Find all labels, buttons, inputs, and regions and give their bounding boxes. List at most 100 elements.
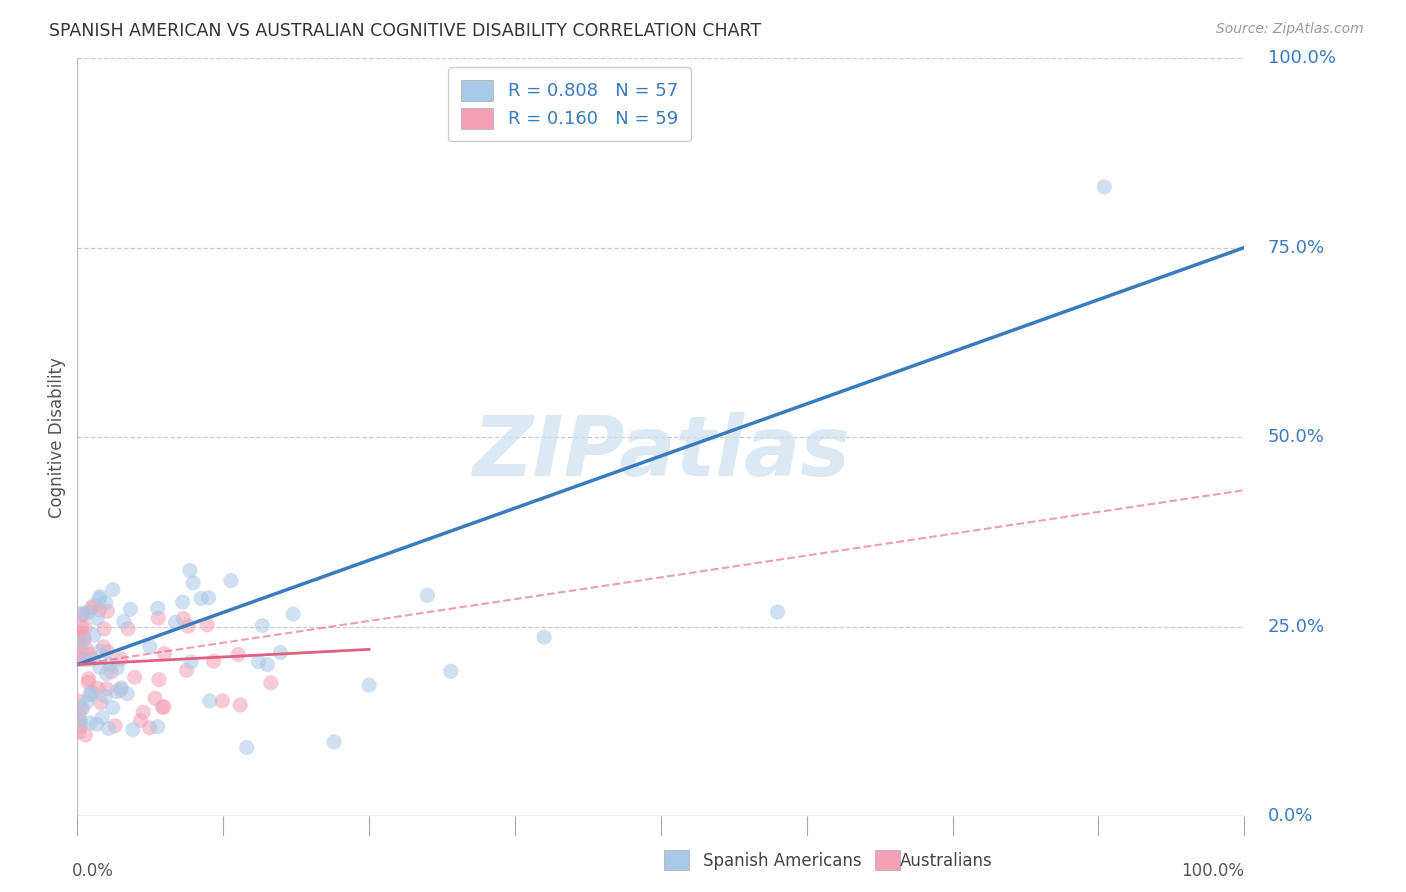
Point	[115, 687, 138, 701]
Point	[202, 654, 225, 668]
Point	[70, 606, 93, 620]
Point	[97, 722, 120, 736]
Point	[69, 714, 91, 728]
Point	[72, 701, 94, 715]
Point	[93, 622, 115, 636]
Point	[105, 661, 128, 675]
Point	[79, 648, 101, 662]
Point	[96, 645, 118, 659]
Point	[177, 619, 200, 633]
Legend: R = 0.808   N = 57, R = 0.160   N = 59: R = 0.808 N = 57, R = 0.160 N = 59	[449, 67, 690, 141]
Point	[117, 622, 139, 636]
Point	[236, 740, 259, 755]
Point	[176, 663, 198, 677]
Point	[105, 684, 128, 698]
Point	[112, 615, 135, 629]
Point	[146, 601, 169, 615]
Point	[70, 644, 93, 658]
Point	[260, 676, 283, 690]
Point	[73, 607, 96, 622]
Point	[75, 641, 97, 656]
Point	[94, 690, 117, 704]
Text: ZIPatlas: ZIPatlas	[472, 412, 849, 492]
Point	[323, 735, 346, 749]
Point	[93, 640, 115, 654]
Point	[121, 723, 143, 737]
Point	[70, 652, 93, 666]
Point	[226, 648, 249, 662]
Point	[148, 611, 170, 625]
Point	[211, 694, 233, 708]
Point	[229, 698, 252, 712]
Bar	[664, 850, 689, 870]
Point	[172, 611, 194, 625]
Point	[110, 681, 132, 695]
Point	[219, 574, 242, 588]
Point	[197, 591, 219, 605]
Point	[132, 705, 155, 719]
Point	[69, 719, 91, 733]
Point	[180, 655, 202, 669]
Point	[89, 590, 111, 604]
Point	[80, 600, 103, 615]
Text: 0.0%: 0.0%	[72, 862, 114, 880]
Point	[104, 719, 127, 733]
Point	[766, 605, 789, 619]
Point	[96, 604, 118, 618]
Point	[73, 632, 96, 646]
Text: Spanish Americans: Spanish Americans	[703, 852, 862, 870]
Point	[190, 591, 212, 606]
Point	[172, 595, 194, 609]
Point	[72, 630, 94, 644]
Point	[77, 672, 100, 686]
Text: Source: ZipAtlas.com: Source: ZipAtlas.com	[1216, 22, 1364, 37]
Point	[79, 688, 101, 702]
Text: 75.0%: 75.0%	[1268, 238, 1324, 257]
Point	[86, 717, 108, 731]
Point	[86, 611, 108, 625]
Point	[83, 599, 105, 613]
Text: 25.0%: 25.0%	[1268, 617, 1324, 636]
Point	[179, 563, 201, 577]
Point	[110, 682, 132, 697]
Point	[139, 640, 162, 654]
Point	[198, 694, 221, 708]
Point	[195, 617, 218, 632]
Point	[153, 699, 176, 714]
Point	[75, 653, 97, 667]
Point	[89, 603, 111, 617]
Point	[67, 725, 90, 739]
Point	[82, 652, 104, 666]
Point	[70, 607, 93, 622]
Point	[77, 605, 100, 619]
Point	[70, 700, 93, 714]
Point	[181, 575, 204, 590]
Point	[129, 714, 152, 728]
Y-axis label: Cognitive Disability: Cognitive Disability	[48, 357, 66, 517]
Point	[96, 666, 118, 681]
Text: SPANISH AMERICAN VS AUSTRALIAN COGNITIVE DISABILITY CORRELATION CHART: SPANISH AMERICAN VS AUSTRALIAN COGNITIVE…	[49, 22, 761, 40]
Point	[143, 691, 166, 706]
Point	[86, 681, 108, 695]
Point	[100, 665, 122, 679]
Point	[1092, 179, 1115, 194]
Point	[148, 673, 170, 687]
Point	[89, 660, 111, 674]
Text: 100.0%: 100.0%	[1181, 862, 1244, 880]
Point	[79, 715, 101, 730]
Point	[80, 685, 103, 699]
Text: 50.0%: 50.0%	[1268, 428, 1324, 446]
Point	[101, 582, 124, 597]
Point	[69, 636, 91, 650]
Point	[256, 657, 278, 672]
Point	[440, 664, 463, 678]
Point	[67, 651, 90, 665]
Point	[77, 675, 100, 690]
Point	[94, 596, 117, 610]
Point	[252, 618, 274, 632]
Point	[357, 678, 380, 692]
Point	[70, 631, 93, 645]
Point	[269, 646, 291, 660]
Point	[67, 714, 90, 728]
Point	[75, 620, 97, 634]
